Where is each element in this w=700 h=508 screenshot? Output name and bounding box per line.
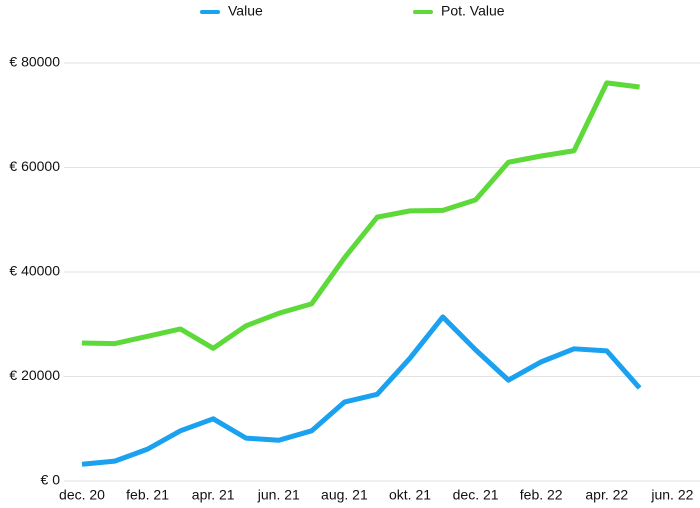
y-tick-label: € 20000	[9, 367, 60, 383]
y-tick-label: € 0	[41, 472, 61, 488]
series-line	[81, 314, 642, 467]
x-tick-label: dec. 21	[453, 487, 499, 503]
x-tick-label: okt. 21	[389, 487, 431, 503]
x-tick-label: jun. 21	[257, 487, 300, 503]
legend-label: Value	[228, 3, 263, 19]
y-tick-label: € 60000	[9, 158, 60, 174]
x-tick-label: feb. 22	[520, 487, 563, 503]
x-tick-label: apr. 21	[192, 487, 235, 503]
x-tick-label: apr. 22	[585, 487, 628, 503]
legend-label: Pot. Value	[441, 3, 505, 19]
y-tick-label: € 80000	[9, 54, 60, 70]
x-tick-label: aug. 21	[321, 487, 368, 503]
series-line	[81, 80, 640, 351]
x-tick-label: jun. 22	[650, 487, 693, 503]
x-tick-label: feb. 21	[126, 487, 169, 503]
x-tick-label: dec. 20	[59, 487, 105, 503]
y-tick-label: € 40000	[9, 263, 60, 279]
